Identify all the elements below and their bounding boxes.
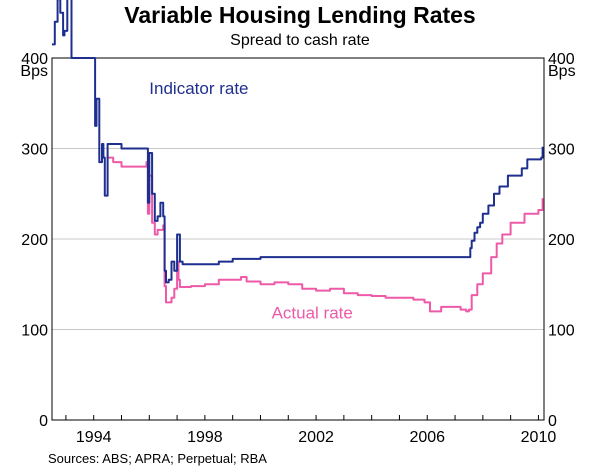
- x-tick-label: 1998: [187, 429, 223, 446]
- plot-frame: [51, 57, 545, 421]
- y-tick-label-left: 300: [21, 142, 48, 159]
- x-tick-label: 2002: [298, 429, 334, 446]
- y-tick-label-left: 100: [21, 323, 48, 340]
- annotation-actual-rate: Actual rate: [272, 304, 353, 323]
- chart-source-note: Sources: ABS; APRA; Perpetual; RBA: [48, 451, 267, 466]
- x-tick-label: 2010: [521, 429, 557, 446]
- y-tick-label-right: 300: [548, 142, 575, 159]
- chart-title: Variable Housing Lending Rates: [124, 2, 476, 28]
- y-unit-right: Bps: [548, 63, 576, 80]
- y-tick-label-left: 200: [21, 232, 48, 249]
- y-tick-label-right: 100: [548, 323, 575, 340]
- annotation-indicator-rate: Indicator rate: [149, 79, 248, 98]
- series-line-indicator-rate: [52, 0, 544, 284]
- y-unit-left: Bps: [20, 63, 48, 80]
- x-tick-label: 1994: [76, 429, 112, 446]
- y-tick-label-right: 0: [548, 413, 557, 430]
- y-tick-label-left: 400: [21, 51, 48, 68]
- y-tick-label-right: 400: [548, 51, 575, 68]
- series-line-actual-rate: [107, 156, 544, 313]
- y-tick-label-right: 200: [548, 232, 575, 249]
- x-tick-label: 2006: [409, 429, 445, 446]
- chart-subtitle: Spread to cash rate: [230, 32, 370, 49]
- y-tick-label-left: 0: [39, 413, 48, 430]
